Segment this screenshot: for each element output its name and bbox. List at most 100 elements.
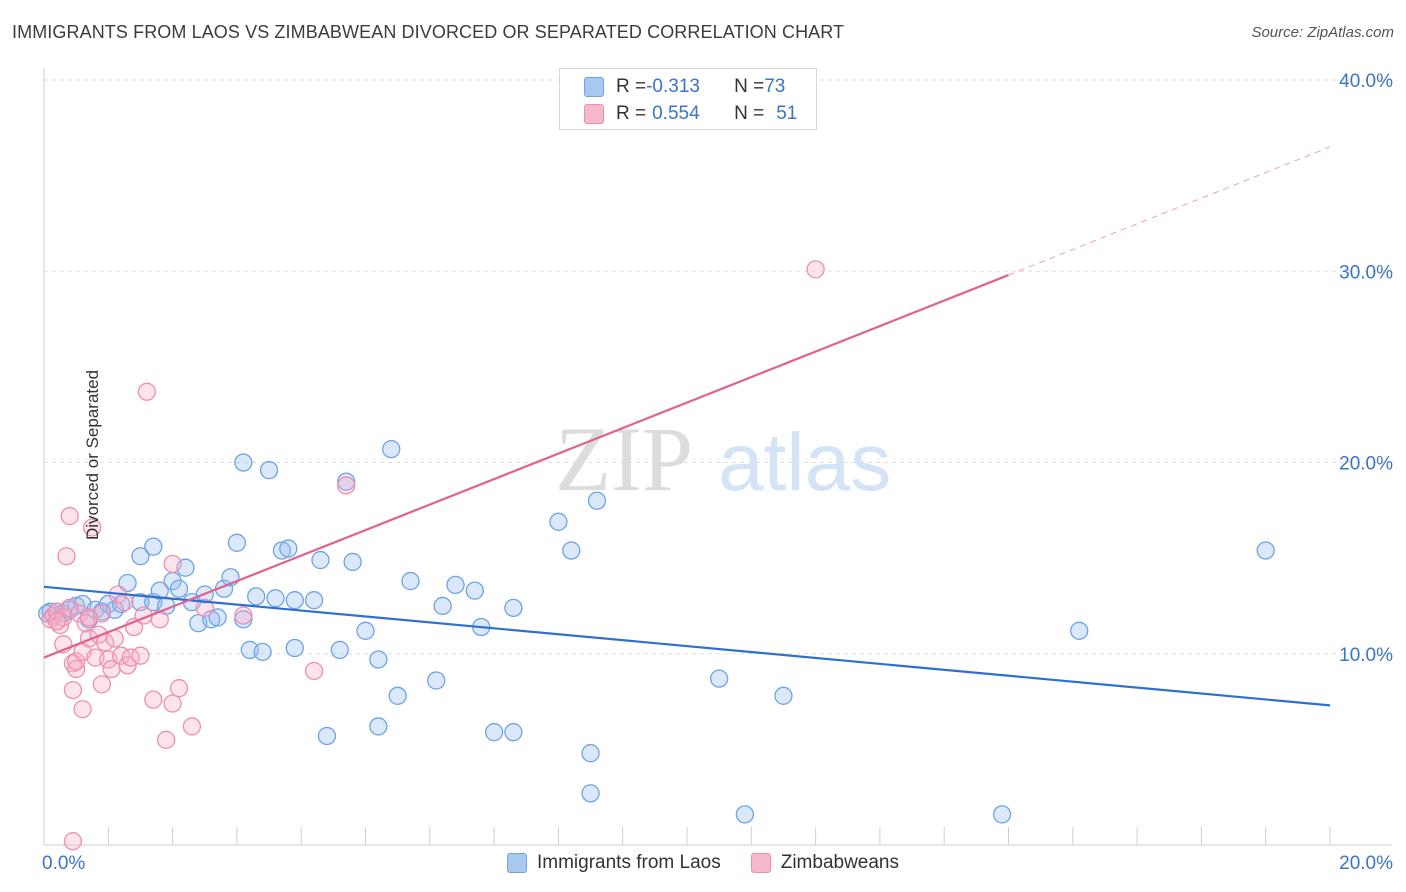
data-point xyxy=(446,575,465,595)
stats-n-label: N = xyxy=(734,103,765,124)
series-1-points xyxy=(41,260,825,851)
stats-n-value: 73 xyxy=(764,76,786,97)
data-point xyxy=(169,579,189,598)
data-point xyxy=(317,726,337,746)
data-point xyxy=(581,784,600,803)
y-tick-label: 40.0% xyxy=(1339,71,1393,92)
data-point xyxy=(304,591,324,610)
chart-title: IMMIGRANTS FROM LAOS VS ZIMBABWEAN DIVOR… xyxy=(12,22,845,42)
data-point xyxy=(382,439,401,459)
data-point xyxy=(234,606,253,625)
data-point xyxy=(549,512,568,531)
trend-layer xyxy=(43,146,1331,707)
legend-label-laos: Immigrants from Laos xyxy=(536,852,721,873)
data-point xyxy=(285,591,304,610)
stats-r-label: R = xyxy=(616,103,647,124)
data-point xyxy=(60,506,79,526)
watermark-zip: ZIP xyxy=(555,408,693,510)
legend-item-laos[interactable]: Immigrants from Laos xyxy=(506,852,721,874)
data-point xyxy=(356,621,375,640)
data-point xyxy=(433,596,452,616)
data-point xyxy=(92,675,112,694)
data-point xyxy=(227,533,247,552)
data-point xyxy=(279,539,298,558)
data-point xyxy=(144,537,163,556)
stats-swatch-laos xyxy=(584,77,604,97)
source-label: Source: ZipAtlas.com xyxy=(1251,24,1394,41)
data-point xyxy=(208,608,227,627)
data-point xyxy=(63,680,83,700)
data-point xyxy=(266,589,285,608)
data-point xyxy=(163,694,182,713)
bottom-legend: Immigrants from Laos Zimbabweans xyxy=(0,852,1406,874)
trend-line-0 xyxy=(43,585,1331,707)
data-point xyxy=(1070,621,1089,640)
data-point xyxy=(735,805,755,824)
data-point xyxy=(253,642,272,661)
points-layer xyxy=(38,260,1275,851)
y-tick-label: 20.0% xyxy=(1339,454,1393,475)
data-point xyxy=(112,594,131,614)
series-0-points xyxy=(38,439,1275,824)
grid-layer xyxy=(44,79,1392,655)
data-point xyxy=(992,805,1012,824)
data-point xyxy=(581,744,600,763)
data-point xyxy=(484,723,504,742)
watermark: ZIP atlas xyxy=(555,408,891,510)
data-point xyxy=(67,652,86,671)
data-point xyxy=(247,587,266,606)
data-point xyxy=(79,608,99,627)
data-point xyxy=(169,679,189,698)
data-point xyxy=(427,671,446,690)
data-point xyxy=(710,669,729,688)
data-point xyxy=(272,541,292,560)
data-point xyxy=(202,610,221,629)
axes-layer xyxy=(43,68,1392,846)
stats-n-label: N = xyxy=(734,76,765,97)
trend-line-1 xyxy=(43,274,1009,659)
data-point xyxy=(47,612,67,631)
stats-r-value: -0.313 xyxy=(646,76,700,97)
data-point xyxy=(195,598,214,617)
data-point xyxy=(70,604,89,623)
trend-line-extension-1 xyxy=(1008,146,1331,276)
data-point xyxy=(234,453,253,472)
data-point xyxy=(182,717,202,736)
data-point xyxy=(806,260,825,279)
legend-swatch-laos xyxy=(506,853,527,873)
data-point xyxy=(504,723,523,742)
data-point xyxy=(137,382,157,401)
data-point xyxy=(343,552,362,572)
data-point xyxy=(259,460,279,480)
data-point xyxy=(60,598,79,617)
data-point xyxy=(115,592,134,612)
data-point xyxy=(465,581,484,600)
stats-n-value: 51 xyxy=(776,103,798,124)
data-point xyxy=(587,491,607,510)
data-point xyxy=(285,638,304,658)
stats-row-laos: R = -0.313 N = 73 xyxy=(584,74,785,100)
data-point xyxy=(150,581,169,600)
data-point xyxy=(369,650,388,669)
stats-r-label: R = xyxy=(616,76,647,97)
data-point xyxy=(144,690,163,709)
data-point xyxy=(57,547,76,566)
data-point xyxy=(330,640,349,660)
watermark-atlas: atlas xyxy=(718,417,891,508)
data-point xyxy=(369,717,388,736)
y-axis-label: Divorced or Separated xyxy=(83,369,103,541)
y-tick-label: 30.0% xyxy=(1339,262,1393,283)
data-point xyxy=(131,646,150,665)
legend-swatch-zimbabweans xyxy=(750,853,771,873)
legend-item-zimbabweans[interactable]: Zimbabweans xyxy=(750,852,899,874)
x-tick-label: 0.0% xyxy=(42,853,85,874)
data-point xyxy=(131,547,150,566)
data-point xyxy=(388,686,407,705)
data-point xyxy=(1256,541,1275,560)
data-point xyxy=(774,686,793,705)
ticks-layer: 10.0% 20.0% 30.0% 40.0% 0.0% 20.0% xyxy=(42,71,1393,874)
data-point xyxy=(304,661,324,681)
data-point xyxy=(63,832,83,851)
legend-label-zimbabweans: Zimbabweans xyxy=(780,852,899,873)
